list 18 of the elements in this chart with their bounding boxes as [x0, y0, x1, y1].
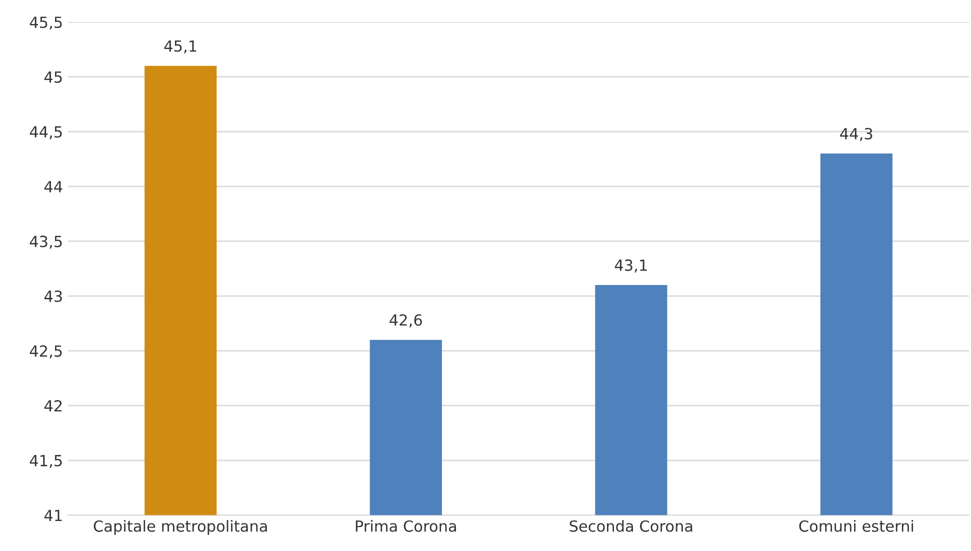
data-label: 44,3: [840, 128, 872, 142]
y-tick-label: 45: [44, 72, 62, 83]
y-tick-label: 43,5: [30, 236, 62, 249]
x-tick-label: Comuni esterni: [799, 520, 914, 532]
x-tick-label: Prima Corona: [356, 520, 456, 532]
y-tick-label: 44,5: [30, 126, 62, 140]
x-tick-label: Seconda Corona: [570, 520, 692, 532]
data-label: 42,6: [390, 314, 422, 328]
y-tick-label: 41,5: [30, 455, 62, 468]
y-tick-label: 44: [44, 181, 62, 192]
x-tick-label: Capitale metropolitana: [94, 520, 267, 535]
y-tick-label: 42: [44, 400, 62, 412]
y-tick-label: 45,5: [30, 16, 62, 30]
y-tick-label: 42,5: [30, 345, 62, 358]
y-tick-label: 41: [44, 510, 62, 521]
y-tick-label: 43: [44, 290, 62, 302]
data-label: 45,1: [164, 40, 196, 54]
data-label: 43,1: [614, 259, 647, 273]
